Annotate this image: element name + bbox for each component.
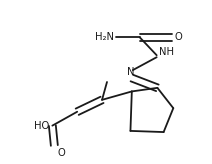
Text: O: O (174, 32, 182, 42)
Text: HO: HO (34, 121, 49, 131)
Text: H₂N: H₂N (95, 32, 114, 42)
Text: N: N (127, 67, 135, 77)
Text: NH: NH (159, 47, 174, 57)
Text: O: O (57, 148, 65, 158)
